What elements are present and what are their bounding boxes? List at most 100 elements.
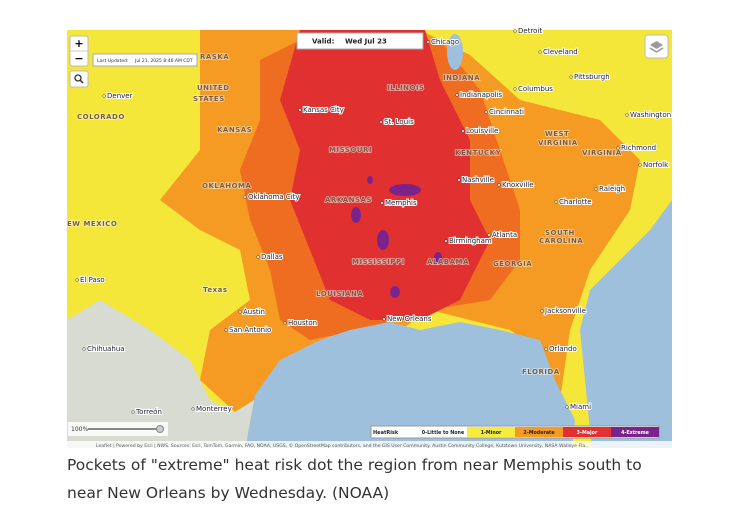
city-label: Kansas City <box>303 106 344 114</box>
legend-swatch <box>515 427 563 437</box>
city-marker <box>380 201 384 205</box>
zoom-out[interactable]: − <box>74 52 83 65</box>
last-updated-value: Jul 21, 2025 8:46 AM CDT <box>134 58 193 64</box>
city-marker <box>224 328 228 332</box>
city-label: Washington <box>630 111 671 119</box>
slider-handle[interactable] <box>156 425 164 433</box>
city-marker <box>283 321 287 325</box>
city-marker <box>75 278 79 282</box>
search-button[interactable] <box>69 70 89 88</box>
city-marker <box>444 239 448 243</box>
city-label: Cincinnati <box>489 108 524 116</box>
city-label: St. Louis <box>384 118 414 126</box>
city-marker <box>131 410 135 414</box>
city-marker <box>238 310 242 314</box>
state-label: ARKANSAS <box>325 196 372 204</box>
city-label: Chihuahua <box>87 345 125 353</box>
major-area <box>280 30 490 320</box>
last-updated-box <box>92 53 198 67</box>
zoom-control: + − <box>69 35 89 67</box>
state-label: EW MEXICO <box>67 220 117 228</box>
city-marker <box>554 200 558 204</box>
city-label: Austin <box>243 308 265 316</box>
state-label: COLORADO <box>77 113 125 121</box>
city-label: Birmingham <box>449 237 492 245</box>
city-label: Houston <box>288 319 317 327</box>
city-marker <box>191 407 195 411</box>
city-marker <box>426 40 430 44</box>
state-label: FLORIDA <box>522 368 560 376</box>
attribution-bar <box>67 441 672 449</box>
city-label: New Orleans <box>387 315 432 323</box>
state-label: ALABAMA <box>427 258 469 266</box>
city-label: Richmond <box>621 144 656 152</box>
city-marker <box>616 146 620 150</box>
city-label: Knoxville <box>502 181 534 189</box>
city-marker <box>540 309 544 313</box>
mexico-land <box>67 300 255 448</box>
legend-label: 4-Extreme <box>621 430 650 436</box>
city-label: Columbus <box>518 85 553 93</box>
city-label: Chicago <box>431 38 459 46</box>
state-label: Texas <box>203 286 228 294</box>
city-marker <box>457 178 461 182</box>
map-labels: RASKA UNITED STATES COLORADO KANSAS OKLAHOMA E… <box>66 26 672 417</box>
city-marker <box>513 87 517 91</box>
atlantic-ocean <box>580 200 672 448</box>
search-icon-handle[interactable] <box>79 79 84 84</box>
city-marker <box>298 108 302 112</box>
city-marker <box>102 94 106 98</box>
legend-swatch <box>419 427 467 437</box>
state-label: MISSOURI <box>329 146 372 154</box>
city-marker <box>638 163 642 167</box>
legend-label: 2-Moderate <box>523 430 555 436</box>
city-label: Pittsburgh <box>574 73 610 81</box>
state-label: KENTUCKY <box>455 149 502 157</box>
layers-icon[interactable] <box>650 41 663 49</box>
city-marker <box>544 347 548 351</box>
legend-label: 1-Minor <box>481 430 502 436</box>
state-label: LOUISIANA <box>316 290 363 298</box>
legend-swatch <box>563 427 611 437</box>
city-marker <box>379 120 383 124</box>
last-updated-label: Last Updated: <box>97 58 128 64</box>
lake-michigan <box>447 34 463 70</box>
city-label: El Paso <box>80 276 105 284</box>
valid-date: Wed Jul 23 <box>345 38 387 46</box>
city-marker <box>513 29 517 33</box>
city-label: Oklahoma City <box>248 193 300 201</box>
zoom-in[interactable]: + <box>74 37 83 50</box>
state-label: ILLINOIS <box>387 84 425 92</box>
city-marker <box>487 233 491 237</box>
city-label: Orlando <box>549 345 577 353</box>
opacity-slider[interactable]: 100% <box>68 422 168 436</box>
city-label: Louisville <box>466 127 498 135</box>
search-icon[interactable] <box>74 74 82 82</box>
legend-label: 3-Major <box>577 430 598 436</box>
city-label: Norfolk <box>643 161 669 169</box>
city-marker <box>497 183 501 187</box>
city-label: Memphis <box>385 199 417 207</box>
city-label: Monterrey <box>196 405 232 413</box>
city-label: Jacksonville <box>544 307 586 315</box>
city-label: Torreón <box>135 408 162 416</box>
valid-label: Valid: <box>312 38 335 46</box>
city-marker <box>484 110 488 114</box>
layers-icon-lower[interactable] <box>649 47 664 53</box>
layers-button[interactable] <box>644 34 669 59</box>
city-label: San Antonio <box>229 326 271 334</box>
city-label: Raleigh <box>599 185 625 193</box>
state-label: CAROLINA <box>539 237 583 245</box>
state-label: UNITED <box>197 84 230 92</box>
city-marker <box>625 113 629 117</box>
state-label: VIRGINIA <box>582 149 622 157</box>
valid-box <box>296 32 424 50</box>
search-box[interactable] <box>69 70 89 88</box>
state-label: RASKA <box>200 53 229 61</box>
state-label: STATES <box>193 95 225 103</box>
state-label: OKLAHOMA <box>202 182 252 190</box>
attribution: Leaflet | Powered by Esri | NWS. Sources… <box>96 442 590 449</box>
city-marker <box>569 75 573 79</box>
state-label: VIRGINIA <box>538 139 578 147</box>
